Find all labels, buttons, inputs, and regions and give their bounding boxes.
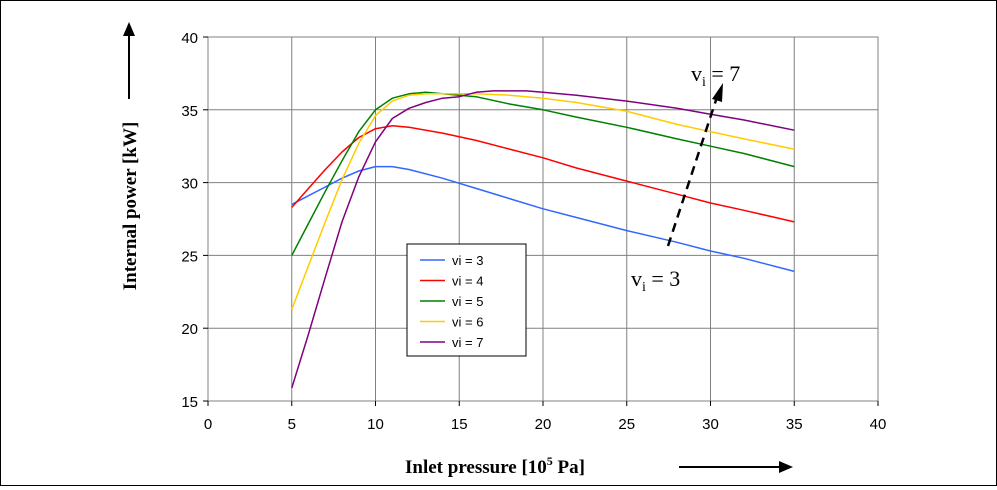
annotation-top-sub: i: [702, 75, 706, 90]
legend-label-1: vi = 3: [452, 253, 483, 268]
series-lines: [291, 90, 795, 389]
x-axis-label: Inlet pressure [105 Pa]: [405, 454, 585, 478]
legend-label-2: vi = 4: [452, 274, 483, 289]
annotation-bottom: vi = 3: [631, 266, 680, 295]
y-tick-label: 30: [181, 176, 198, 193]
y-tick-label: 15: [181, 394, 198, 411]
x-tick-label: 10: [367, 416, 384, 433]
x-tick-label: 30: [702, 416, 719, 433]
y-tick-label: 25: [181, 248, 198, 265]
x-axis-label-tail: Pa]: [553, 457, 585, 478]
y-tick-labels: 15 20 25 30 35 40: [181, 30, 198, 411]
x-tick-labels: 0 5 10 15 20 25 30 35 40: [204, 416, 887, 433]
annotation-bottom-sub: i: [642, 280, 646, 295]
grid: [203, 36, 879, 406]
series-line-2: [291, 125, 795, 223]
series-line-1: [291, 165, 795, 273]
y-tick-label: 20: [181, 321, 198, 338]
y-axis-arrow: [123, 22, 135, 99]
legend-label-5: vi = 7: [452, 335, 483, 350]
legend-box: [406, 243, 527, 357]
series-line-5: [291, 90, 795, 389]
trend-arrow: [666, 83, 723, 247]
annotation-top-main: v: [691, 61, 702, 86]
legend: vi = 3 vi = 4 vi = 5 vi = 6 vi = 7: [406, 243, 527, 357]
x-tick-label: 0: [204, 416, 212, 433]
annotation-bottom-tail: = 3: [646, 266, 680, 291]
series-line-4: [291, 93, 795, 310]
x-axis-label-sup: 5: [547, 454, 553, 468]
y-axis-label: Internal power [kW]: [120, 122, 141, 291]
x-axis-label-main: Inlet pressure [10: [405, 457, 547, 478]
annotation-top-tail: = 7: [706, 61, 740, 86]
x-tick-label: 20: [535, 416, 552, 433]
x-tick-label: 25: [618, 416, 635, 433]
legend-label-4: vi = 6: [452, 315, 483, 330]
annotation-bottom-main: v: [631, 266, 642, 291]
x-tick-label: 40: [870, 416, 887, 433]
x-tick-label: 5: [288, 416, 296, 433]
legend-label-3: vi = 5: [452, 294, 483, 309]
x-tick-label: 35: [786, 416, 803, 433]
y-tick-label: 40: [181, 30, 198, 47]
annotation-top: vi = 7: [691, 61, 740, 90]
x-tick-label: 15: [451, 416, 468, 433]
y-tick-label: 35: [181, 103, 198, 120]
x-axis-arrow: [679, 461, 793, 473]
